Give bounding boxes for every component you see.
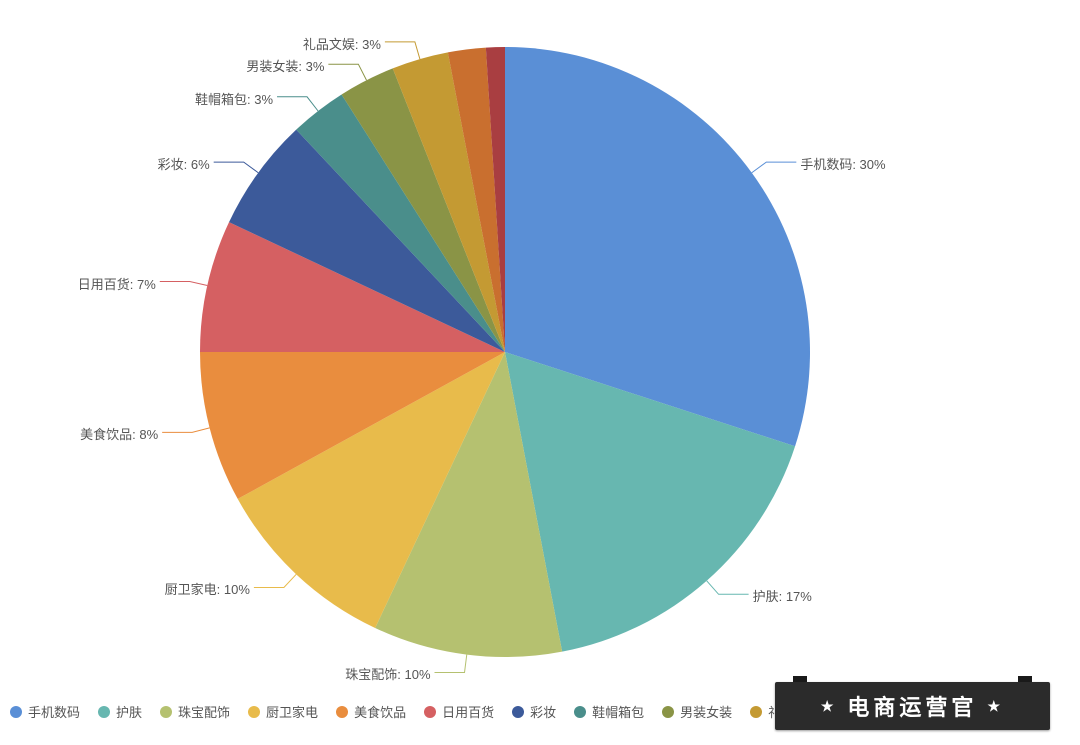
legend-swatch	[512, 706, 524, 718]
leader-line	[707, 581, 749, 595]
legend-item[interactable]: 厨卫家电	[248, 702, 318, 721]
slice-label: 鞋帽箱包: 3%	[195, 89, 273, 108]
slice-label: 彩妆: 6%	[158, 154, 210, 173]
watermark-badge: ★ 电商运营官 ★	[775, 682, 1050, 730]
slice-label: 日用百货: 7%	[78, 274, 156, 293]
legend-swatch	[574, 706, 586, 718]
legend-swatch	[424, 706, 436, 718]
legend-item[interactable]: 日用百货	[424, 702, 494, 721]
leader-line	[160, 282, 208, 286]
slice-label: 礼品文娱: 3%	[303, 34, 381, 53]
legend-item[interactable]: 鞋帽箱包	[574, 702, 644, 721]
legend-swatch	[750, 706, 762, 718]
legend-label: 男装女装	[680, 702, 732, 721]
leader-line	[277, 97, 318, 111]
star-icon: ★	[987, 698, 1004, 715]
legend-label: 厨卫家电	[266, 702, 318, 721]
legend-item[interactable]: 护肤	[98, 702, 142, 721]
leader-line	[435, 655, 467, 673]
watermark-text: 电商运营官	[847, 690, 977, 722]
legend-swatch	[98, 706, 110, 718]
slice-label: 珠宝配饰: 10%	[345, 664, 430, 683]
leader-line	[752, 162, 797, 173]
legend-label: 日用百货	[442, 702, 494, 721]
leader-line	[214, 162, 259, 173]
slice-label: 厨卫家电: 10%	[165, 579, 250, 598]
leader-line	[254, 574, 296, 587]
leader-line	[328, 64, 366, 80]
slice-label: 护肤: 17%	[753, 586, 812, 605]
legend-swatch	[10, 706, 22, 718]
legend-item[interactable]: 彩妆	[512, 702, 556, 721]
leader-line	[385, 42, 420, 59]
legend-item[interactable]: 手机数码	[10, 702, 80, 721]
legend-item[interactable]: 男装女装	[662, 702, 732, 721]
legend-swatch	[336, 706, 348, 718]
legend-label: 手机数码	[28, 702, 80, 721]
star-icon: ★	[821, 698, 838, 715]
legend-label: 珠宝配饰	[178, 702, 230, 721]
leader-line	[162, 428, 209, 432]
slice-label: 美食饮品: 8%	[80, 424, 158, 443]
legend-item[interactable]: 美食饮品	[336, 702, 406, 721]
legend-label: 护肤	[116, 702, 142, 721]
slice-label: 手机数码: 30%	[800, 154, 885, 173]
pie-chart: 手机数码: 30% 护肤: 17% 珠宝配饰: 10% 厨卫家电: 10% 美食饮品: …	[0, 0, 1080, 745]
legend-label: 彩妆	[530, 702, 556, 721]
legend-label: 美食饮品	[354, 702, 406, 721]
legend-label: 鞋帽箱包	[592, 702, 644, 721]
legend-swatch	[248, 706, 260, 718]
slice-label: 男装女装: 3%	[246, 56, 324, 75]
legend-item[interactable]: 珠宝配饰	[160, 702, 230, 721]
legend-swatch	[662, 706, 674, 718]
legend-swatch	[160, 706, 172, 718]
